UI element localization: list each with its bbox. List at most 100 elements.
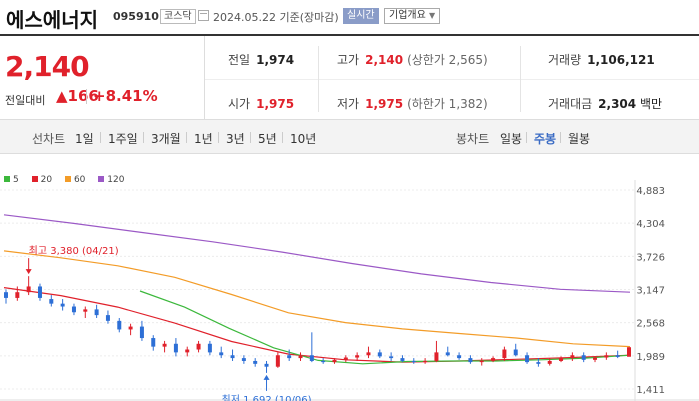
candle-body [173,343,178,353]
candle-body [491,358,496,361]
candle-body [332,359,337,363]
tab-1week[interactable]: 1주일 [108,132,138,146]
candle-body [513,349,518,356]
y-tick-label: 1,989 [636,352,665,363]
candle-body [151,338,156,347]
current-price: 2,140 [5,50,90,83]
low-annotation: 최저 1,692 (10/06) [222,394,312,401]
chart-grid [0,180,699,401]
candlestick-chart: 4,883 4,304 3,726 3,147 2,568 1,989 1,411 최고 3… [0,180,699,401]
candle-body [253,360,258,364]
calendar-icon [198,10,209,21]
candle-body [275,355,280,367]
trading-amount: 거래대금 2,304 백만 [548,97,663,111]
candle-body [4,292,8,298]
quote-panel: 2,140 전일대비 ▲166 +8.41% 전일 1,974 고가 2,140 (상… [0,34,699,121]
candle-body [71,306,76,313]
realtime-button[interactable]: 실시간 [343,8,379,24]
candle-body [241,358,246,361]
prev-close: 전일 1,974 [228,53,295,67]
legend-ma120: 120 [98,175,124,185]
candle-body [570,355,575,359]
tab-weekly[interactable]: 주봉 [534,132,557,146]
divider [560,132,561,143]
candle-body [298,355,303,359]
y-tick-label: 4,883 [636,186,665,197]
candle-body [536,362,541,364]
tab-1day[interactable]: 1일 [75,132,94,146]
divider [250,132,251,143]
ma5-line [139,290,631,365]
quote-date: 2024.05.22 기준(장마감) [213,11,339,24]
legend-ma20: 20 [31,175,52,185]
candle-body [49,299,54,304]
candle-body [593,357,598,360]
candle-body [479,360,484,363]
candle-body [615,355,620,357]
candle-body [309,355,314,361]
candle-body [26,286,31,293]
divider [100,132,101,143]
candle-body [434,352,439,361]
tab-3years[interactable]: 3년 [226,132,245,146]
ma-legend: 5 20 60 120 [4,175,134,187]
change-value: ▲166 [56,87,99,105]
candle-body [139,326,144,339]
stock-header: 에스에너지 095910 코스닥 2024.05.22 기준(장마감) 실시간 … [0,0,699,34]
price-box: 2,140 전일대비 ▲166 +8.41% [0,36,205,121]
stock-name: 에스에너지 [6,8,98,32]
candle-body [15,292,20,298]
candle-body [196,343,201,350]
candle-body [366,352,371,356]
ma60-line [3,250,631,348]
candle-chart-label: 봉차트 [456,132,490,146]
divider [318,46,319,112]
high-annotation: 최고 3,380 (04/21) [29,245,119,257]
candle-body [547,360,552,364]
candle-body [343,357,348,360]
divider [282,132,283,143]
divider [86,89,87,104]
tab-1year[interactable]: 1년 [194,132,213,146]
candle-body [445,352,450,356]
candle-body [457,355,462,359]
low-marker-arrowhead [263,374,270,380]
divider [520,46,521,112]
candle-body [423,360,428,363]
tab-daily[interactable]: 일봉 [500,132,523,146]
divider [205,79,699,80]
tab-5years[interactable]: 5년 [258,132,277,146]
candles [4,276,631,373]
chevron-down-icon: ▼ [429,11,436,20]
company-overview-dropdown[interactable]: 기업개요 ▼ [384,8,441,24]
candle-body [502,349,507,359]
candle-body [559,358,564,361]
candle-body [377,352,382,357]
candle-body [219,352,224,356]
candle-body [627,347,631,357]
volume: 거래량 1,106,121 [548,53,655,67]
low-price: 저가 1,975 (하한가 1,382) [337,97,488,111]
high-price: 고가 2,140 (상한가 2,565) [337,53,488,67]
y-tick-label: 4,304 [636,219,665,230]
legend-ma60: 60 [64,175,85,185]
candle-body [321,360,326,363]
candle-body [230,355,235,359]
stock-code: 095910 [113,10,159,23]
candle-body [60,303,65,307]
candle-body [604,355,609,358]
ma20-line [3,287,631,363]
candle-body [264,363,269,367]
candle-body [94,309,99,316]
candle-body [117,320,122,330]
tab-3months[interactable]: 3개월 [151,132,181,146]
change-label: 전일대비 [5,94,46,107]
market-badge: 코스닥 [160,9,196,24]
divider [218,132,219,143]
candle-body [400,358,405,361]
tab-10years[interactable]: 10년 [290,132,317,146]
period-tabs: 선차트 1일 1주일 3개월 1년 3년 5년 10년 봉차트 일봉 주봉 월봉 [0,120,699,154]
candle-body [207,343,212,353]
tab-monthly[interactable]: 월봉 [568,132,591,146]
candle-body [468,358,473,363]
